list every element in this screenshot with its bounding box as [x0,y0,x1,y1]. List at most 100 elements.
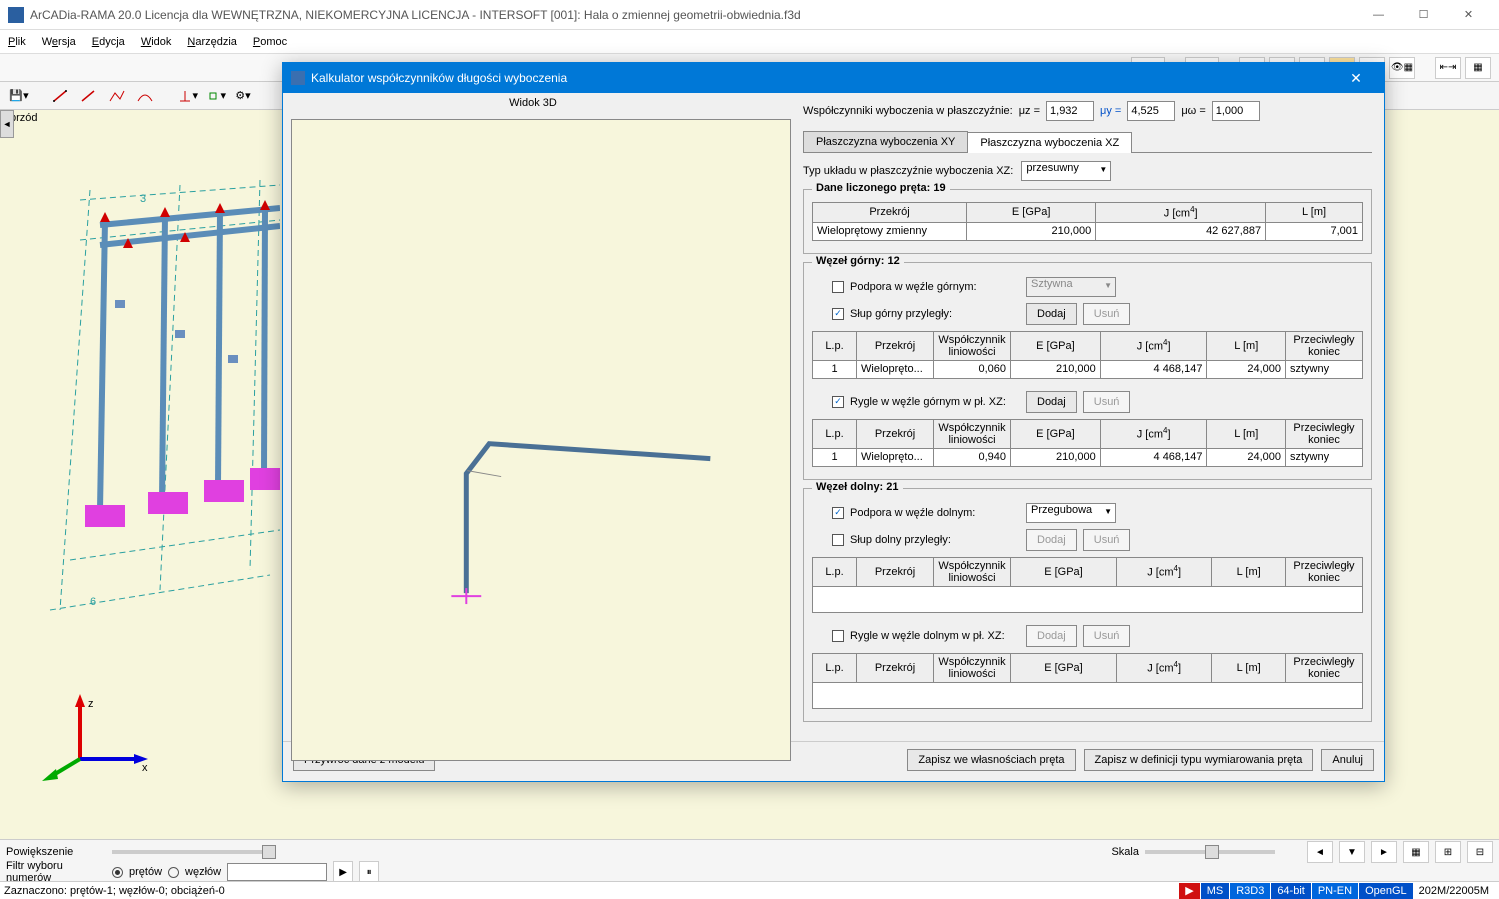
scale-label: Skala [1111,846,1139,858]
buckling-calculator-dialog: Kalkulator współczynników długości wyboc… [282,62,1385,782]
nav-right-button[interactable]: ► [1371,841,1397,863]
bar-data-legend: Dane liczonego pręta: 19 [812,182,950,194]
bottom-column-checkbox[interactable] [832,534,844,546]
tool-line1-icon[interactable] [50,86,72,106]
bottom-column-remove-button: Usuń [1083,529,1131,551]
bottom-column-add-button: Dodaj [1026,529,1077,551]
top-column-checkbox[interactable]: ✓ [832,308,844,320]
bottom-support-checkbox[interactable]: ✓ [832,507,844,519]
cancel-button[interactable]: Anuluj [1321,749,1374,771]
dialog-titlebar[interactable]: Kalkulator współczynników długości wyboc… [283,63,1384,93]
toolbtn-expand[interactable]: ⇤⇥ [1435,57,1461,79]
save-def-button[interactable]: Zapisz w definicji typu wymiarowania prę… [1084,749,1314,771]
bottom-column-label: Słup dolny przyległy: [850,534,1020,546]
toolbtn-eye6[interactable]: 👁▦ [1389,57,1415,79]
dialog-form-panel: Współczynniki wyboczenia w płaszczyźnie:… [799,93,1384,741]
zoom-label: Powiększenie [6,846,106,858]
nav-left-button[interactable]: ◄ [1307,841,1333,863]
menu-pomoc[interactable]: Pomoc [253,36,287,48]
tool-line2-icon[interactable] [78,86,100,106]
bottom-column-table: L.p.PrzekrójWspółczynnik liniowościE [GP… [812,557,1363,613]
mu-z-input[interactable] [1046,101,1094,121]
mu-y-input[interactable] [1127,101,1175,121]
nav-extra1-button[interactable]: ▦ [1403,841,1429,863]
table-row[interactable]: Wieloprętowy zmienny210,00042 627,8877,0… [813,222,1363,240]
menu-wersja[interactable]: Wersja [42,36,76,48]
save-props-button[interactable]: Zapisz we własnościach pręta [907,749,1075,771]
menubar: Plik Wersja Edycja Widok Narzędzia Pomoc [0,30,1499,54]
widok-3d-label: Widok 3D [283,97,783,109]
tool-poly-icon[interactable] [106,86,128,106]
svg-text:3: 3 [140,193,146,205]
filter-input[interactable] [227,863,327,881]
bottom-beam-remove-button: Usuń [1083,625,1131,647]
bottom-node-fieldset: Węzeł dolny: 21 ✓ Podpora w węźle dolnym… [803,488,1372,722]
coef-label: Współczynniki wyboczenia w płaszczyźnie: [803,105,1013,117]
top-beam-checkbox[interactable]: ✓ [832,396,844,408]
top-node-legend: Węzeł górny: 12 [812,255,904,267]
bottom-support-select[interactable]: Przegubowa [1026,503,1116,523]
zoom-slider[interactable] [112,850,272,854]
radio-wezlow-label: węzłów [185,866,221,878]
mu-w-input[interactable] [1212,101,1260,121]
top-column-remove-button: Usuń [1083,303,1131,325]
scale-slider[interactable] [1145,850,1275,854]
table-row[interactable]: 1Wielopręto...0,940210,0004 468,14724,00… [813,448,1363,466]
toolbtn-grid[interactable]: ▦ [1465,57,1491,79]
maximize-button[interactable]: ☐ [1401,1,1446,29]
top-support-checkbox[interactable] [832,281,844,293]
minimize-button[interactable]: — [1356,1,1401,29]
dialog-close-button[interactable]: ✕ [1336,64,1376,92]
close-button[interactable]: ✕ [1446,1,1491,29]
plane-tabs: Płaszczyzna wyboczenia XY Płaszczyzna wy… [803,131,1372,153]
tool-save-icon[interactable]: 💾▾ [8,86,30,106]
tool-gear-icon[interactable]: ⚙▾ [232,86,254,106]
status-opengl: OpenGL [1359,883,1413,899]
radio-pretow[interactable] [112,867,123,878]
menu-widok[interactable]: Widok [141,36,172,48]
bottom-beam-checkbox[interactable] [832,630,844,642]
status-ms: MS [1201,883,1230,899]
top-beam-add-button[interactable]: Dodaj [1026,391,1077,413]
table-row[interactable]: 1Wielopręto...0,060210,0004 468,14724,00… [813,360,1363,378]
radio-wezlow[interactable] [168,867,179,878]
top-column-label: Słup górny przyległy: [850,308,1020,320]
svg-text:z: z [88,698,94,710]
status-pnen: PN-EN [1312,883,1358,899]
menu-edycja[interactable]: Edycja [92,36,125,48]
dialog-3d-preview[interactable] [291,119,791,761]
selection-status: Zaznaczono: prętów-1; węzłów-0; obciążeń… [4,885,225,897]
nav-down-button[interactable]: ▼ [1339,841,1365,863]
table-row [813,682,1363,708]
bottom-beam-label: Rygle w węźle dolnym w pł. XZ: [850,630,1020,642]
system-type-select[interactable]: przesuwny [1021,161,1111,181]
top-support-select: Sztywna [1026,277,1116,297]
top-column-add-button[interactable]: Dodaj [1026,303,1077,325]
mu-z-label: μz = [1019,105,1040,117]
tool-arc-icon[interactable] [134,86,156,106]
window-controls: — ☐ ✕ [1356,1,1491,29]
dialog-title: Kalkulator współczynników długości wyboc… [311,71,1336,85]
menu-narzedzia[interactable]: Narzędzia [187,36,237,48]
panel-toggle-left[interactable]: ◄ [0,110,14,138]
tool-support1-icon[interactable]: ▾ [176,86,198,106]
tab-xy[interactable]: Płaszczyzna wyboczenia XY [803,131,968,152]
viewport-label: przód [10,112,38,124]
mu-y-label: μy = [1100,105,1121,117]
tool-support2-icon[interactable]: ▾ [204,86,226,106]
bottom-beam-add-button: Dodaj [1026,625,1077,647]
top-beam-label: Rygle w węźle górnym w pł. XZ: [850,396,1020,408]
bottom-node-legend: Węzeł dolny: 21 [812,481,903,493]
filter-pause-button[interactable]: ⏸ [359,861,379,883]
top-support-label: Podpora w węźle górnym: [850,281,1020,293]
bottom-support-label: Podpora w węźle dolnym: [850,507,1020,519]
bar-data-fieldset: Dane liczonego pręta: 19 PrzekrójE [GPa]… [803,189,1372,254]
nav-extra2-button[interactable]: ⊞ [1435,841,1461,863]
nav-extra3-button[interactable]: ⊟ [1467,841,1493,863]
status-rec-icon: ▶ [1179,883,1199,899]
status-64bit: 64-bit [1271,883,1311,899]
tab-xz[interactable]: Płaszczyzna wyboczenia XZ [967,132,1132,153]
menu-plik[interactable]: Plik [8,36,26,48]
bottom-beam-table: L.p.PrzekrójWspółczynnik liniowościE [GP… [812,653,1363,709]
filter-go-button[interactable]: ▶ [333,861,353,883]
